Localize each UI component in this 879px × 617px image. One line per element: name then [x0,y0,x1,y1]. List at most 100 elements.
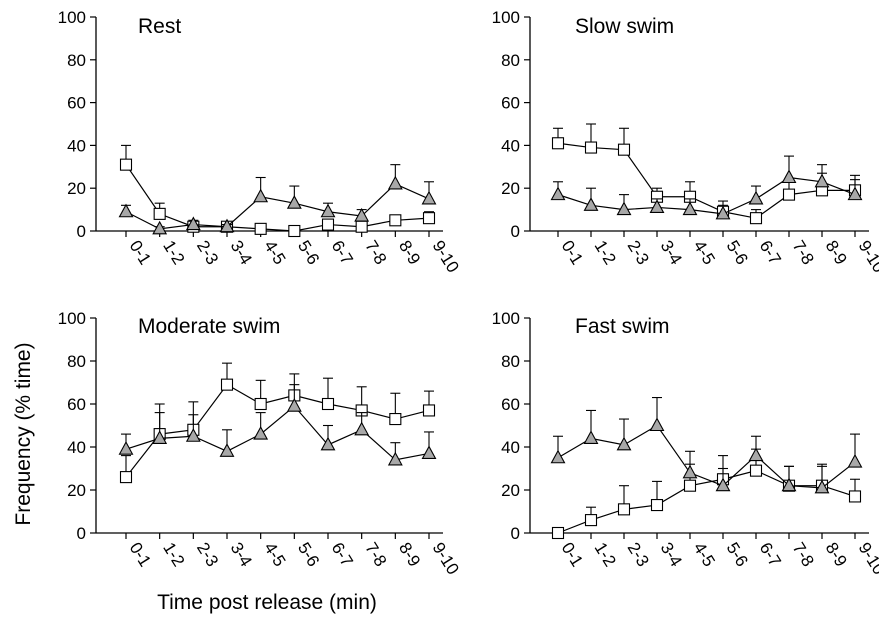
data-point-triangle [616,436,632,451]
data-point-triangle [550,186,566,201]
data-point-triangle [152,220,168,235]
data-point-square [551,526,565,540]
x-tick-label: 0-1 [558,237,587,268]
x-tick-label: 7-8 [361,237,390,268]
x-tick-label: 9-10 [855,539,879,578]
y-tick-label: 80 [67,51,86,70]
series-square [551,123,862,225]
x-tick-label: 4-5 [690,539,719,570]
y-tick-label: 0 [511,222,520,241]
x-tick-label: 5-6 [723,237,752,268]
data-point-square [617,143,631,156]
y-tick-label: 40 [67,136,86,155]
x-tick-label: 1-2 [159,539,188,570]
x-tick-label: 3-4 [227,539,256,570]
data-point-square [584,514,598,527]
y-tick-label: 80 [501,352,520,371]
data-point-triangle [354,207,370,222]
data-point-triangle [387,451,403,466]
data-point-triangle [320,203,336,218]
data-point-square [551,137,565,150]
x-tick-label: 9-10 [855,237,879,276]
x-tick-label: 7-8 [789,237,818,268]
x-tick-label: 2-3 [624,237,653,268]
data-point-square [749,464,763,477]
x-tick-label: 5-6 [723,539,752,570]
data-point-triangle [253,425,269,440]
y-tick-label: 20 [501,179,520,198]
data-point-triangle [715,205,731,220]
data-point-square [119,158,133,171]
chart-panel: 0 20 40 60 80 100 0-1 1-2 2-3 3-4 4-5 5-6 6-7 7-8 8-9 9… [492,8,879,276]
x-tick-label: 0-1 [126,237,155,268]
data-point-triangle [583,430,599,444]
series-square [551,448,862,540]
y-tick-label: 80 [67,352,86,371]
data-point-triangle [152,430,168,444]
series-line [125,183,430,230]
x-tick-label: 0-1 [126,539,155,570]
series-triangle [118,164,437,235]
data-point-square [220,378,234,391]
data-point-triangle [286,195,302,209]
y-tick-label: 60 [501,94,520,113]
x-tick-label: 6-7 [756,237,785,268]
y-tick-label: 80 [501,51,520,70]
x-tick-label: 2-3 [193,539,222,570]
x-tick-label: 7-8 [789,539,818,570]
series-line [125,405,430,461]
data-point-triangle [219,443,235,457]
data-point-triangle [421,445,437,460]
data-point-triangle [649,417,665,432]
data-point-square [321,397,335,411]
data-point-triangle [748,190,764,205]
series-line [557,176,856,215]
x-tick-label: 4-5 [690,237,719,268]
data-point-square [749,212,763,225]
y-tick-label: 40 [67,438,86,457]
data-point-square [422,404,436,417]
x-tick-label: 9-10 [429,539,463,578]
data-point-triangle [814,479,830,494]
data-point-triangle [682,201,698,216]
series-square [119,362,436,484]
x-tick-label: 1-2 [591,539,620,570]
x-tick-label: 8-9 [395,237,424,268]
x-tick-label: 1-2 [591,237,620,268]
y-tick-label: 0 [77,222,86,241]
series-triangle [550,155,863,220]
chart-title: Rest [138,15,181,38]
data-point-triangle [748,447,764,462]
series-triangle [550,396,863,494]
x-tick-label: 4-5 [260,237,289,268]
y-tick-label: 40 [501,438,520,457]
x-axis-label: Time post release (min) [157,591,377,614]
series-line [125,164,430,232]
data-point-triangle [682,464,698,479]
y-tick-label: 20 [67,179,86,198]
y-axis-label: Frequency (% time) [12,342,35,525]
data-point-triangle [847,186,863,201]
data-point-triangle [354,421,370,436]
data-point-triangle [847,453,863,468]
chart-panel: 0 20 40 60 80 100 0-1 1-2 2-3 3-4 4-5 5-6 6-7 7-8 8-9 9… [492,309,879,578]
data-point-square [254,397,267,411]
data-point-square [153,207,166,220]
data-point-square [389,214,402,227]
data-point-square [355,220,368,233]
x-tick-label: 6-7 [328,539,357,570]
x-tick-label: 6-7 [756,539,785,570]
data-point-triangle [185,216,201,231]
series-line [557,470,856,534]
data-point-triangle [814,173,830,188]
data-point-square [683,479,697,492]
x-tick-label: 3-4 [657,237,686,268]
series-triangle [118,384,437,466]
x-tick-label: 3-4 [657,539,686,570]
data-point-triangle [616,201,632,216]
data-point-triangle [781,477,797,492]
x-tick-label: 8-9 [822,539,851,570]
data-point-square [321,218,335,231]
x-tick-label: 3-4 [227,237,256,268]
y-tick-label: 100 [492,8,520,27]
